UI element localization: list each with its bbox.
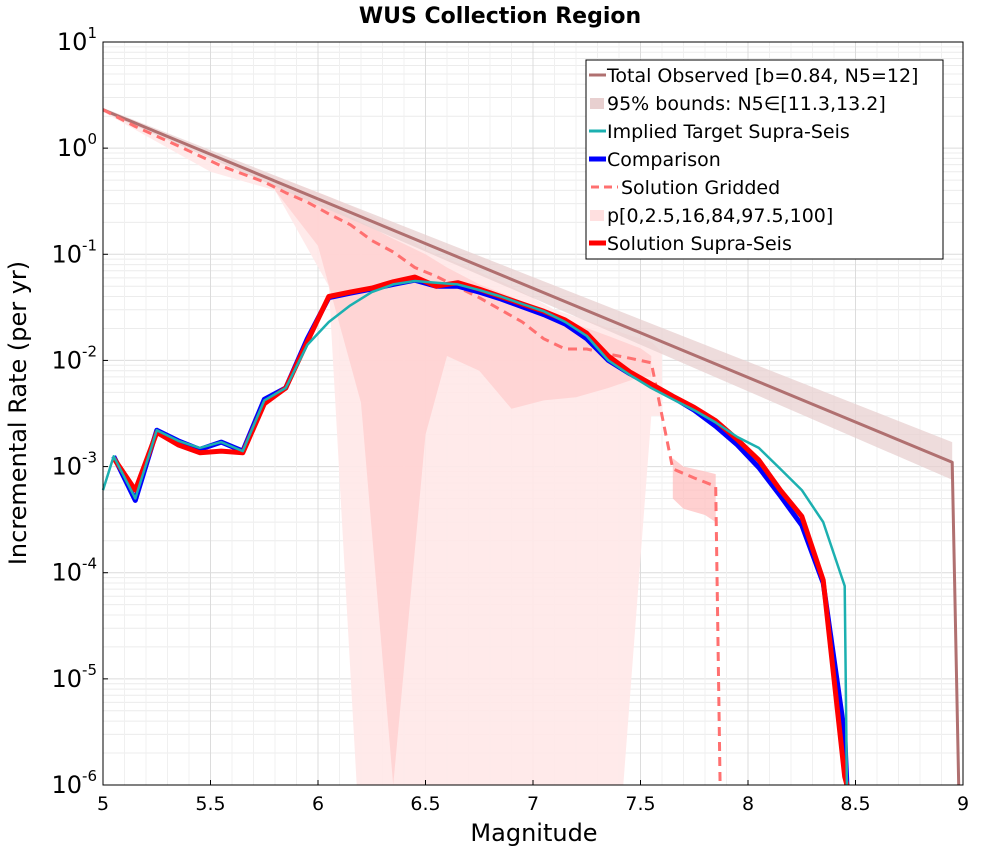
y-tick-label: 10-2 — [51, 342, 97, 374]
legend-swatch — [590, 98, 604, 109]
legend-label: Solution Supra-Seis — [607, 233, 792, 255]
x-tick-label: 6 — [312, 793, 324, 815]
x-tick-label: 7 — [527, 793, 539, 815]
x-tick-label: 7.5 — [625, 793, 655, 815]
legend-label: Implied Target Supra-Seis — [607, 121, 850, 143]
y-ticks: 101 100 10-1 10-2 10-3 10-4 10-5 10-6 — [51, 24, 108, 799]
x-axis-label: Magnitude — [470, 819, 597, 847]
y-tick-label: 10-5 — [51, 661, 97, 693]
legend-box — [585, 59, 944, 260]
legend-label: 95% bounds: N5∈[11.3,13.2] — [607, 93, 886, 115]
implied-target-line — [101, 279, 849, 786]
gridded-tail-band — [672, 458, 716, 523]
gridded-percentile-band-inner — [275, 180, 652, 786]
x-ticks: 5 5.5 6 6.5 7 7.5 8 8.5 9 — [97, 780, 969, 815]
chart-title: WUS Collection Region — [359, 4, 641, 29]
x-tick-label: 5 — [97, 793, 109, 815]
x-tick-label: 6.5 — [410, 793, 440, 815]
x-tick-label: 8 — [742, 793, 754, 815]
legend: Total Observed [b=0.84, N5=12] 95% bounds… — [585, 59, 944, 260]
plot-lines — [101, 108, 961, 786]
y-tick-label: 10-3 — [51, 449, 97, 481]
plot-bands — [103, 107, 953, 786]
y-tick-label: 10-1 — [51, 236, 97, 268]
legend-swatch — [590, 210, 604, 221]
x-tick-label: 8.5 — [840, 793, 870, 815]
y-tick-label: 100 — [57, 130, 97, 162]
y-axis-label: Incremental Rate (per yr) — [4, 261, 32, 565]
legend-label: Comparison — [607, 149, 721, 171]
x-tick-label: 9 — [957, 793, 969, 815]
legend-label: Total Observed [b=0.84, N5=12] — [606, 65, 918, 87]
total-observed-line — [102, 108, 961, 786]
y-tick-label: 10-6 — [51, 767, 97, 799]
y-tick-label: 10-4 — [51, 555, 97, 587]
x-tick-label: 5.5 — [195, 793, 225, 815]
total-observed-95-bounds — [103, 107, 953, 480]
y-tick-label: 101 — [57, 24, 97, 56]
legend-label: p[0,2.5,16,84,97.5,100] — [607, 205, 833, 227]
legend-label: Solution Gridded — [621, 177, 780, 199]
